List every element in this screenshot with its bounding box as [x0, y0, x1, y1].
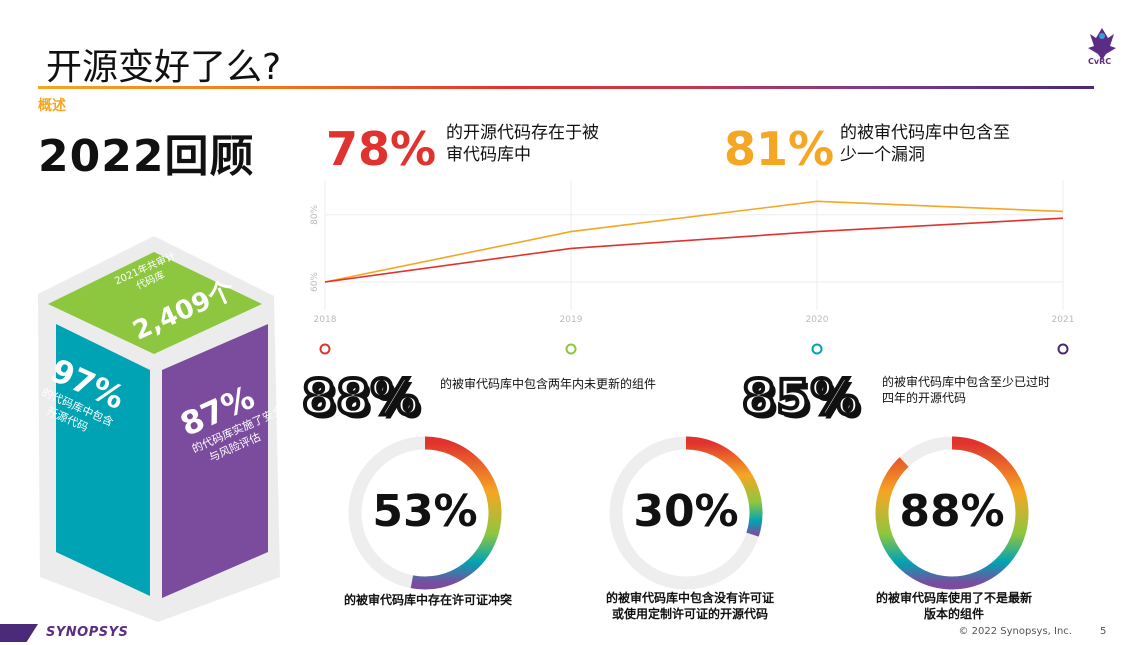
slide-title: 开源变好了么?: [46, 47, 282, 88]
title-rule: [38, 86, 1094, 89]
cube-right-face: [162, 324, 268, 598]
y-tick-label: 60%: [310, 272, 320, 292]
stat-81-line2: 少一个漏洞: [840, 145, 925, 165]
stat-78-pct: 78%: [326, 122, 437, 176]
ring-arc-30: [685, 436, 763, 537]
stat-81-pct: 81%: [724, 122, 835, 176]
trend-line-chart: 60% 80% 2018 2019 2020 2021: [310, 180, 1075, 355]
footer-copyright: © 2022 Synopsys, Inc.: [958, 626, 1072, 637]
review-title: 2022回顾: [38, 131, 255, 182]
cvrc-logo-icon: [1088, 28, 1116, 60]
stat-81-line1: 的被审代码库中包含至: [840, 123, 1010, 143]
synopsys-logo: SYNOPSYS: [46, 625, 129, 640]
timeline-dot: [565, 343, 577, 355]
x-tick-label: 2018: [314, 315, 337, 325]
cube-top-face: [48, 252, 262, 354]
stat-78-line1: 的开源代码存在于被: [446, 123, 599, 143]
stat-85-line2: 四年的开源代码: [882, 391, 967, 405]
ring-53-line1: 的被审代码库中存在许可证冲突: [343, 593, 512, 607]
series-line-0: [324, 200, 1064, 283]
ring-arc-88: [875, 436, 1029, 590]
audit-cube: [38, 236, 280, 622]
y-tick-label: 80%: [310, 204, 320, 224]
page-number: 5: [1100, 626, 1107, 637]
x-tick-label: 2020: [806, 315, 829, 325]
stat-78-line2: 审代码库中: [446, 145, 531, 165]
ring-88-pct: 88%: [899, 486, 1005, 537]
ring-arc-53: [410, 436, 502, 590]
ring-88-line1: 的被审代码库使用了不是最新: [875, 591, 1032, 605]
timeline-dot: [319, 343, 331, 355]
series-line-1: [324, 217, 1064, 283]
stat-88-outlined-pct: 88%: [300, 370, 421, 426]
stat-85-outlined-pct: 85%: [740, 370, 861, 426]
ring-30-pct: 30%: [633, 486, 739, 537]
stat-85-line1: 的被审代码库中包含至少已过时: [882, 375, 1051, 389]
section-label: 概述: [38, 98, 66, 114]
synopsys-logo-mark-icon: [0, 624, 38, 642]
timeline-dot: [811, 343, 823, 355]
x-tick-label: 2019: [560, 315, 583, 325]
x-tick-label: 2021: [1052, 315, 1075, 325]
cvrc-logo-text: CvRC: [1088, 57, 1112, 66]
ring-30-line1: 的被审代码库中包含没有许可证: [605, 591, 774, 605]
ring-88-line2: 版本的组件: [923, 607, 984, 621]
stat-88-text: 的被审代码库中包含两年内未更新的组件: [440, 377, 657, 391]
cube-left-face: [56, 324, 150, 596]
ring-30-line2: 或使用定制许可证的开源代码: [611, 607, 768, 621]
ring-53-pct: 53%: [372, 486, 478, 537]
timeline-dot: [1057, 343, 1069, 355]
